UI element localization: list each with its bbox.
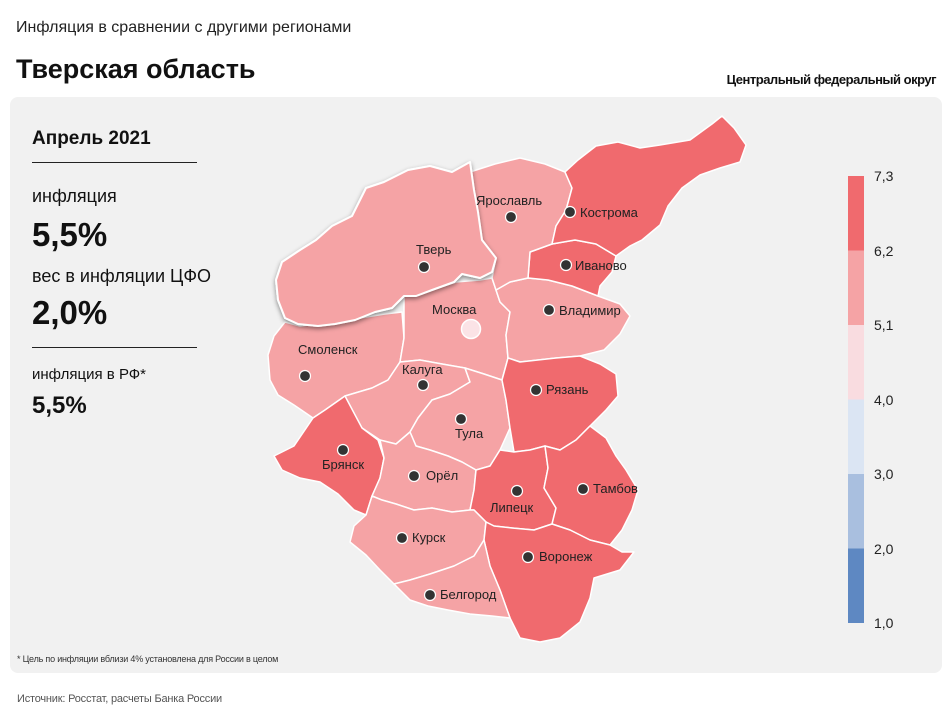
city-12-dot (510, 484, 524, 498)
moscow-city-marker (460, 318, 482, 340)
city-1-label: Ярославль (476, 193, 542, 208)
city-8-label: Тула (455, 426, 484, 441)
rf-inflation-value: 5,5% (32, 392, 87, 419)
city-10-dot (336, 443, 350, 457)
city-12-label: Липецк (490, 500, 534, 515)
city-3-label: Иваново (575, 258, 627, 273)
city-11-label: Орёл (426, 468, 458, 483)
period-label: Апрель 2021 (32, 128, 151, 149)
legend-tick-6: 1,0 (874, 615, 894, 631)
legend-tick-5: 2,0 (874, 540, 894, 557)
city-1-dot (504, 210, 518, 224)
city-14-dot (395, 531, 409, 545)
legend-tick-2: 5,1 (874, 317, 894, 333)
city-11-dot (407, 469, 421, 483)
city-16-dot (423, 588, 437, 602)
region-kostroma (551, 115, 747, 257)
city-4-dot (542, 303, 556, 317)
district-label: Центральный федеральный округ (726, 72, 937, 87)
legend-segment-5 (848, 548, 864, 623)
page-subtitle: Инфляция в сравнении с другими регионами (16, 19, 352, 36)
legend-segment-4 (848, 474, 864, 549)
city-2-label: Кострома (580, 205, 639, 220)
rf-inflation-label: инфляция в РФ* (32, 366, 147, 383)
city-0-dot (417, 260, 431, 274)
weight-value: 2,0% (32, 294, 108, 331)
city-4-label: Владимир (559, 303, 621, 318)
city-6-label: Смоленск (298, 342, 358, 357)
legend-tick-0: 7,3 (874, 168, 894, 184)
city-3-dot (559, 258, 573, 272)
city-2-dot (563, 205, 577, 219)
region-belgorod (393, 539, 511, 619)
city-13-label: Тамбов (593, 481, 638, 496)
city-5-label: Москва (432, 302, 477, 317)
city-15-label: Воронеж (539, 549, 593, 564)
city-13-dot (576, 482, 590, 496)
inflation-label: инфляция (32, 186, 117, 206)
divider-bottom (32, 347, 197, 348)
city-8-dot (454, 412, 468, 426)
footnote: * Цель по инфляции вблизи 4% установлена… (17, 654, 279, 664)
city-7-dot (416, 378, 430, 392)
region-tambov (543, 425, 639, 546)
legend-segment-3 (848, 399, 864, 474)
page-title: Тверская область (16, 54, 256, 84)
legend-segment-0 (848, 176, 864, 251)
source-note: Источник: Росстат, расчеты Банка России (17, 693, 222, 705)
inflation-value: 5,5% (32, 216, 108, 253)
city-14-label: Курск (412, 530, 446, 545)
city-markers: Тверь Ярославль Кострома Иваново Владимир Мос… (298, 193, 639, 602)
legend-segment-1 (848, 250, 864, 325)
legend-tick-4: 3,0 (874, 466, 894, 482)
city-7-label: Калуга (402, 362, 443, 377)
weight-label: вес в инфляции ЦФО (32, 266, 212, 286)
city-16-label: Белгород (440, 587, 497, 602)
legend-tick-1: 6,2 (874, 242, 894, 259)
city-15-dot (521, 550, 535, 564)
city-9-label: Рязань (546, 382, 589, 397)
region-tver (275, 161, 497, 327)
city-9-dot (529, 383, 543, 397)
divider-top (32, 162, 197, 163)
city-10-label: Брянск (322, 457, 364, 472)
city-0-label: Тверь (416, 242, 452, 257)
city-6-dot (298, 369, 312, 383)
legend-tick-3: 4,0 (874, 391, 894, 408)
legend-segment-2 (848, 325, 864, 400)
